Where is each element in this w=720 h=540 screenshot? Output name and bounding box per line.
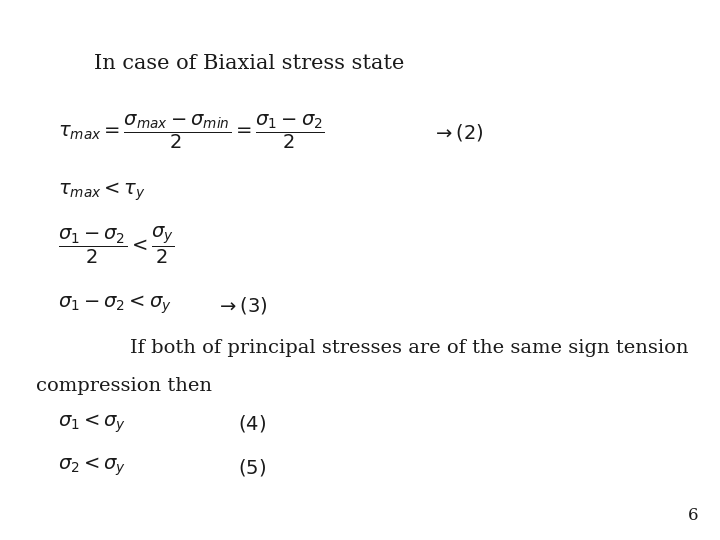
Text: In case of Biaxial stress state: In case of Biaxial stress state [94, 54, 404, 73]
Text: $\sigma_2 <\sigma_y$: $\sigma_2 <\sigma_y$ [58, 456, 126, 478]
Text: compression then: compression then [36, 377, 212, 395]
Text: $(4)$: $(4)$ [238, 414, 266, 434]
Text: $\rightarrow (2)$: $\rightarrow (2)$ [432, 122, 484, 143]
Text: $\dfrac{\sigma_1-\sigma_2}{2} < \dfrac{\sigma_y}{2}$: $\dfrac{\sigma_1-\sigma_2}{2} < \dfrac{\… [58, 225, 174, 266]
Text: $(5)$: $(5)$ [238, 457, 266, 477]
Text: 6: 6 [688, 507, 698, 524]
Text: $\sigma_1-\sigma_2 < \sigma_y$: $\sigma_1-\sigma_2 < \sigma_y$ [58, 294, 171, 316]
Text: $\tau_{max} < \tau_y$: $\tau_{max} < \tau_y$ [58, 180, 145, 203]
Text: $\tau_{max} = \dfrac{\sigma_{max}-\sigma_{min}}{2} = \dfrac{\sigma_1-\sigma_2}{2: $\tau_{max} = \dfrac{\sigma_{max}-\sigma… [58, 113, 324, 152]
Text: $\sigma_1 <\sigma_y$: $\sigma_1 <\sigma_y$ [58, 413, 126, 435]
Text: $\rightarrow (3)$: $\rightarrow (3)$ [216, 295, 268, 315]
Text: If both of principal stresses are of the same sign tension: If both of principal stresses are of the… [130, 339, 688, 357]
